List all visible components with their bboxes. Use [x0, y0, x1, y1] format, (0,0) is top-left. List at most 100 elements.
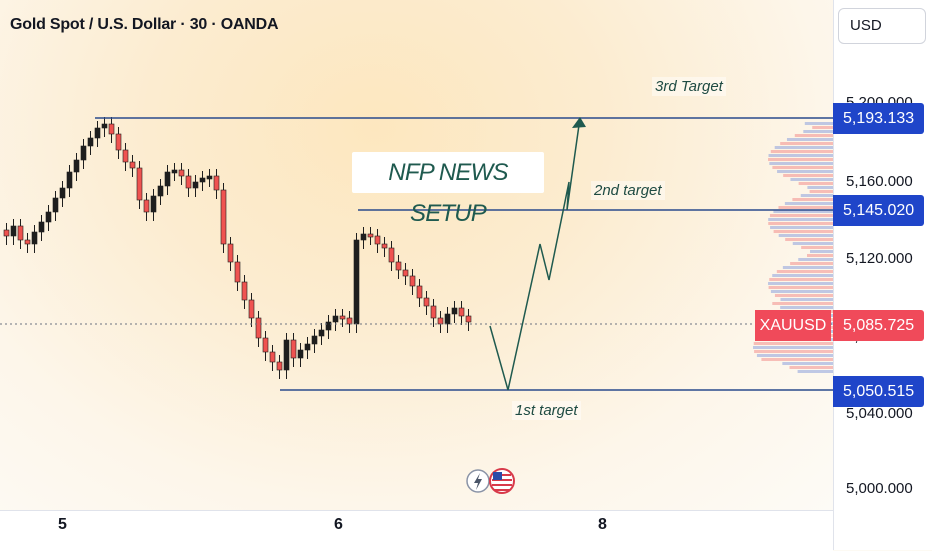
price-axis[interactable]: [833, 0, 932, 550]
volume-profile-bar: [772, 302, 833, 305]
candle: [444, 313, 451, 325]
candle: [451, 307, 458, 315]
candle: [381, 243, 388, 249]
candle: [185, 175, 192, 189]
candle: [108, 123, 115, 135]
volume-profile-bar: [768, 154, 833, 157]
candle: [206, 175, 213, 180]
candle: [157, 185, 164, 197]
volume-profile-bar: [785, 238, 833, 241]
volume-profile-bar: [801, 246, 833, 249]
candle: [318, 329, 325, 337]
time-label: 8: [598, 516, 607, 533]
candle: [304, 343, 311, 351]
candle: [171, 169, 178, 174]
flag-canton: [493, 472, 502, 480]
first-target-note[interactable]: 1st target: [512, 401, 581, 420]
candle: [199, 177, 206, 183]
candle: [31, 231, 38, 245]
candle: [374, 235, 381, 245]
candle: [122, 149, 129, 163]
candle: [45, 211, 52, 223]
volume-profile-bar: [803, 130, 833, 133]
volume-profile-bar: [761, 358, 833, 361]
event-markers[interactable]: [466, 468, 515, 494]
volume-profile-bar: [753, 346, 833, 349]
volume-profile-bar: [800, 194, 833, 197]
third-target-note[interactable]: 3rd Target: [652, 77, 726, 96]
candle: [262, 337, 269, 353]
price-tick: 5,000.000: [846, 480, 913, 497]
candle: [136, 167, 143, 201]
candle: [360, 233, 367, 241]
candle: [276, 361, 283, 371]
volume-profile-bar: [792, 242, 833, 245]
candle: [465, 315, 472, 323]
candle: [129, 161, 136, 169]
candle: [353, 239, 360, 325]
chart-area[interactable]: [0, 0, 833, 510]
candle: [430, 305, 437, 319]
chart-canvas[interactable]: [0, 0, 833, 510]
time-axis[interactable]: [0, 510, 833, 551]
volume-profile-bar: [769, 278, 833, 281]
volume-profile-bar: [777, 170, 833, 173]
currency-button[interactable]: USD: [838, 8, 926, 44]
volume-profile-bar: [768, 282, 833, 285]
candle: [52, 197, 59, 213]
candle: [38, 221, 45, 233]
candle: [66, 171, 73, 189]
candle: [234, 261, 241, 283]
candle: [220, 189, 227, 245]
volume-profile-bar: [784, 202, 833, 205]
volume-profile-bar: [790, 178, 833, 181]
candle: [437, 317, 444, 325]
volume-profile-bar: [770, 150, 833, 153]
price-tick: 5,040.000: [846, 405, 913, 422]
volume-profile-bar: [768, 218, 833, 221]
volume-profile-bar: [776, 270, 833, 273]
candle: [115, 133, 122, 151]
volume-profile-bar: [772, 274, 833, 277]
candle: [101, 123, 108, 129]
volume-profile-bar: [768, 222, 833, 225]
volume-profile-bar: [782, 362, 833, 365]
projection-path[interactable]: [489, 117, 581, 391]
candle: [409, 275, 416, 287]
flag-stripe: [494, 489, 510, 491]
volume-profile-bar: [810, 250, 833, 253]
candle: [297, 349, 304, 359]
volume-profile-bar: [792, 198, 833, 201]
price-tick: 5,120.000: [846, 250, 913, 267]
volume-profile-bar: [809, 190, 833, 193]
candle: [10, 225, 17, 237]
volume-profile-bar: [768, 286, 833, 289]
candle: [423, 297, 430, 307]
setup-annotation[interactable]: NFP NEWS SETUP: [352, 152, 544, 227]
flag-stripe: [494, 474, 511, 476]
candle: [416, 285, 423, 299]
candle: [367, 233, 374, 238]
candle: [227, 243, 234, 263]
volume-profile-bar: [754, 350, 833, 353]
volume-profile-bar: [773, 230, 833, 233]
second-target-note[interactable]: 2nd target: [591, 181, 665, 200]
volume-profile-bar: [773, 210, 833, 213]
candle: [73, 159, 80, 173]
candle: [290, 339, 297, 359]
volume-profile-bar: [786, 138, 833, 141]
volume-profile-bar: [789, 366, 833, 369]
symbol-price-label: XAUUSD: [755, 310, 831, 341]
third-target-price-label: 5,193.133: [833, 103, 924, 134]
volume-profile-bar: [756, 354, 833, 357]
volume-profile-bar: [778, 234, 833, 237]
volume-profile-bar: [772, 166, 833, 169]
volume-profile-bar: [778, 206, 833, 209]
first-target-price-label: 5,050.515: [833, 376, 924, 407]
flag-stripe: [492, 484, 512, 486]
chart-title: Gold Spot / U.S. Dollar · 30 · OANDA: [10, 16, 279, 33]
volume-profile-bar: [774, 294, 833, 297]
candle: [192, 181, 199, 189]
candle: [213, 175, 220, 191]
candle: [388, 247, 395, 263]
